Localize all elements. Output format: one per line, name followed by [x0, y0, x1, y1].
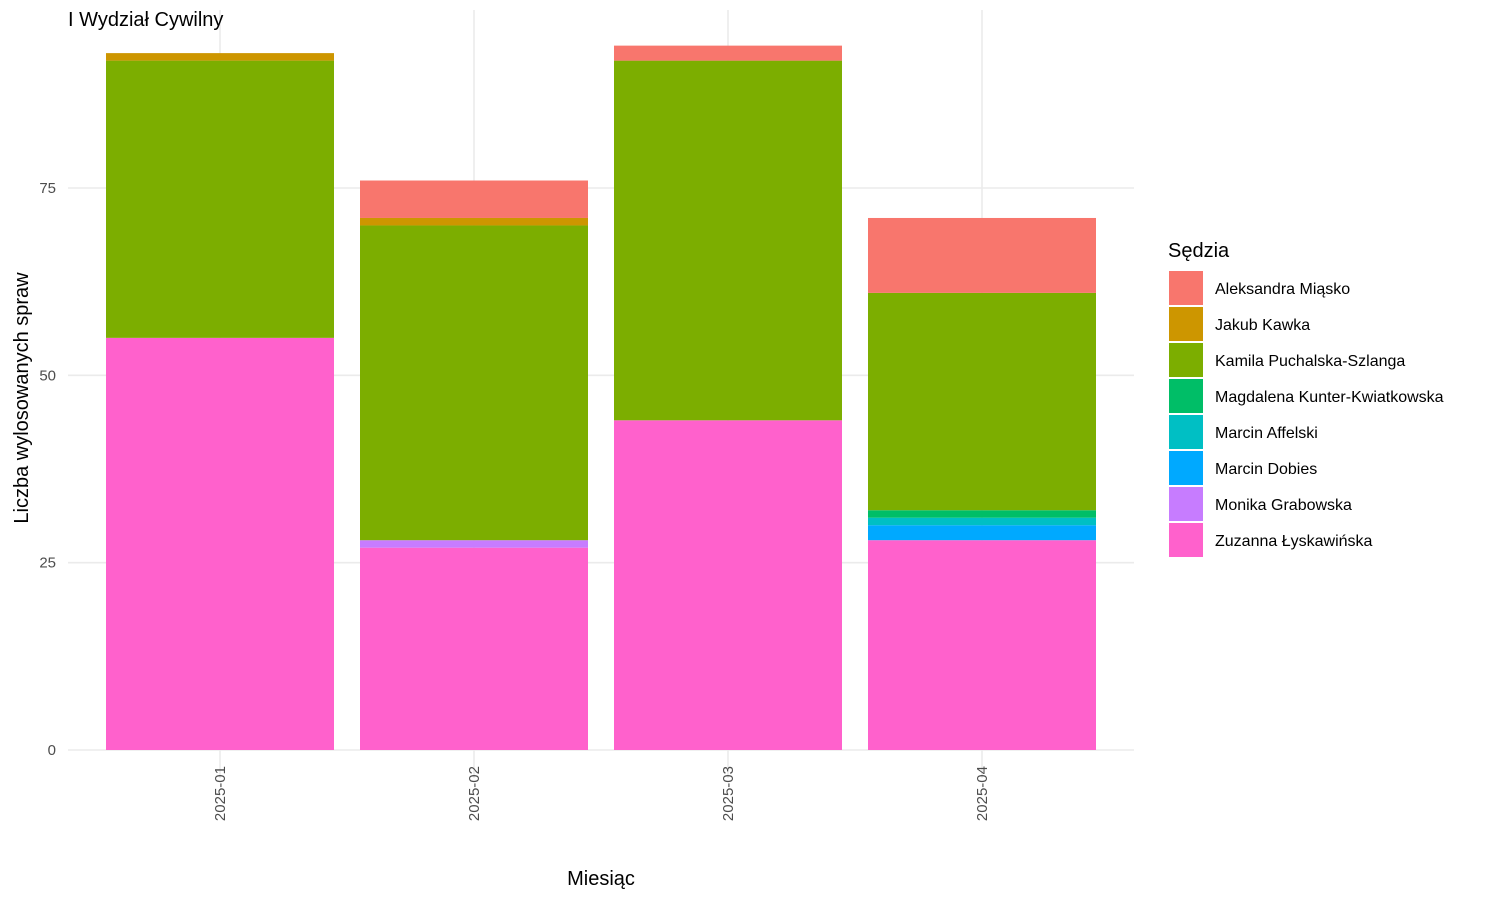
legend-label: Marcin Affelski: [1215, 425, 1318, 442]
bar-segment: [868, 525, 1096, 541]
bar-segment: [106, 337, 334, 750]
bar-segment: [614, 45, 842, 61]
x-tick-label: 2025-04: [974, 766, 991, 821]
bar-segment: [360, 180, 588, 218]
y-tick-label: 25: [39, 555, 56, 572]
y-tick-label: 0: [48, 742, 56, 759]
legend-label: Marcin Dobies: [1215, 461, 1317, 478]
bar-segment: [868, 540, 1096, 750]
legend-swatch: [1169, 451, 1203, 485]
chart-title: I Wydział Cywilny: [68, 9, 223, 31]
legend-label: Magdalena Kunter-Kwiatkowska: [1215, 389, 1444, 406]
bar-segment: [360, 547, 588, 750]
bar-segment: [868, 292, 1096, 511]
legend-label: Zuzanna Łyskawińska: [1215, 533, 1373, 550]
y-axis-ticks: 0 25 50 75: [39, 180, 56, 759]
legend-swatch: [1169, 271, 1203, 305]
legend-swatch: [1169, 523, 1203, 557]
legend-label: Jakub Kawka: [1215, 317, 1310, 334]
legend-label: Aleksandra Miąsko: [1215, 281, 1350, 298]
legend-swatch: [1169, 307, 1203, 341]
legend-label: Kamila Puchalska-Szlanga: [1215, 353, 1405, 370]
legend-swatch: [1169, 487, 1203, 521]
y-axis-title: Liczba wylosowanych spraw: [11, 272, 33, 524]
bar-segment: [360, 225, 588, 541]
bar-segment: [614, 60, 842, 421]
legend-swatch: [1169, 343, 1203, 377]
x-axis-ticks: 2025-01 2025-02 2025-03 2025-04: [212, 766, 991, 821]
bar-segment: [360, 540, 588, 548]
x-tick-label: 2025-03: [720, 766, 737, 821]
legend-swatch: [1169, 415, 1203, 449]
legend-swatch: [1169, 379, 1203, 413]
y-tick-label: 50: [39, 367, 56, 384]
y-tick-label: 75: [39, 180, 56, 197]
bar-segment: [868, 217, 1096, 293]
legend-label: Monika Grabowska: [1215, 497, 1352, 514]
legend-title: Sędzia: [1168, 240, 1230, 262]
x-axis-title: Miesiąc: [567, 868, 635, 890]
bar-segment: [106, 60, 334, 338]
legend: Sędzia Aleksandra Miąsko Jakub Kawka Kamil…: [1168, 240, 1444, 557]
bar-segment: [614, 420, 842, 750]
x-tick-label: 2025-02: [466, 766, 483, 821]
bar-segments: [106, 45, 1096, 750]
bar-segment: [106, 53, 334, 61]
bar-segment: [868, 510, 1096, 518]
x-tick-label: 2025-01: [212, 766, 229, 821]
bar-segment: [868, 517, 1096, 526]
bar-segment: [360, 217, 588, 226]
